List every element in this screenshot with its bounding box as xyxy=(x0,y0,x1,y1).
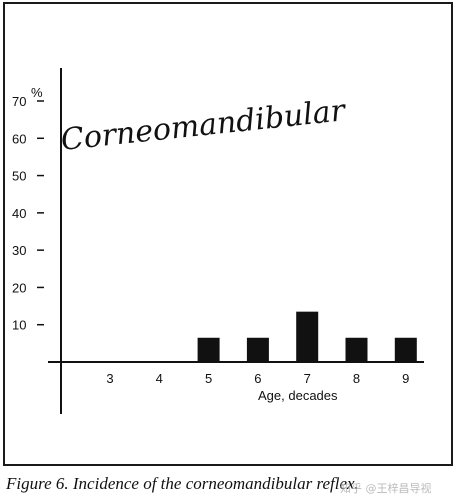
y-tick-label: 30 xyxy=(12,243,26,258)
y-tick-label: 50 xyxy=(12,169,26,184)
x-tick-label: 9 xyxy=(402,371,409,386)
bar xyxy=(394,337,417,362)
y-tick-label: 40 xyxy=(12,206,26,221)
y-tick-label: 10 xyxy=(12,318,26,333)
bar xyxy=(246,337,269,362)
bar xyxy=(197,337,220,362)
figure-caption: Figure 6. Incidence of the corneomandibu… xyxy=(6,474,359,493)
bars xyxy=(197,311,417,362)
x-axis-label: Age, decades xyxy=(258,388,338,403)
bar xyxy=(345,337,368,362)
y-ticks: 10 20 30 40 50 60 70 xyxy=(12,94,44,333)
x-tick-label: 7 xyxy=(304,371,311,386)
x-tick-label: 6 xyxy=(254,371,261,386)
y-axis-unit-label: % xyxy=(31,85,43,100)
chart-title: Corneomandibular xyxy=(59,93,348,158)
x-tick-label: 8 xyxy=(353,371,360,386)
bar-chart: 10 20 30 40 50 60 70 3 4 5 6 7 8 9 % Corneomandibula… xyxy=(12,68,424,414)
y-tick-label: 60 xyxy=(12,131,26,146)
figure-frame xyxy=(3,2,453,466)
y-tick-label: 20 xyxy=(12,280,26,295)
bar xyxy=(296,311,319,362)
x-tick-label: 3 xyxy=(106,371,113,386)
x-tick-label: 4 xyxy=(156,371,163,386)
y-tick-label: 70 xyxy=(12,94,26,109)
x-ticks: 3 4 5 6 7 8 9 xyxy=(106,371,409,386)
x-tick-label: 5 xyxy=(205,371,212,386)
